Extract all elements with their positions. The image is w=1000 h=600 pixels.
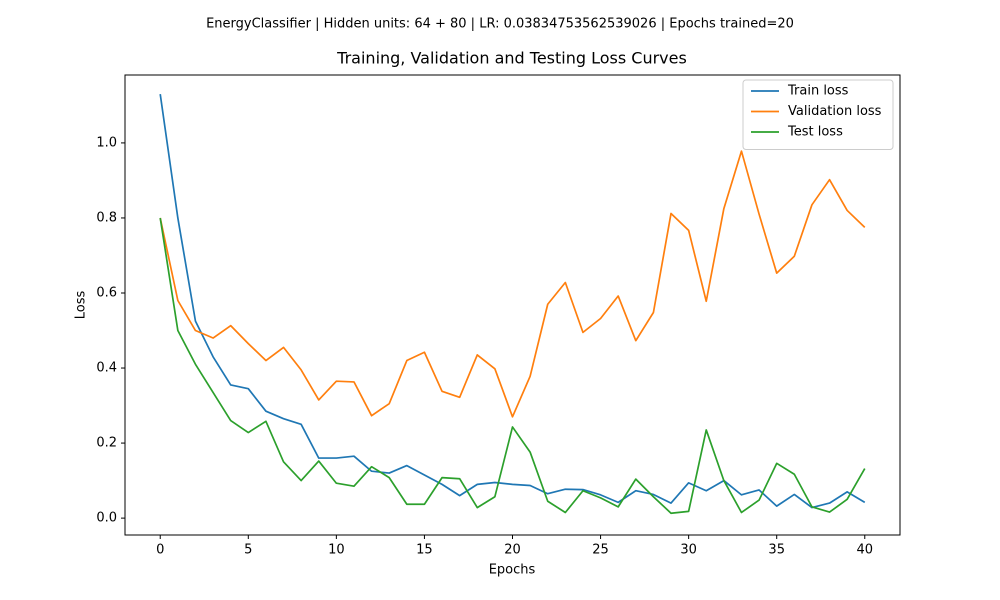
- x-tick-label: 40: [856, 543, 873, 558]
- loss-line: [159, 94, 866, 509]
- x-axis-label: Epochs: [489, 563, 536, 578]
- x-tick-label: 5: [244, 543, 252, 558]
- x-tick-label: 20: [504, 543, 521, 558]
- x-tick-label: 0: [156, 543, 164, 558]
- chart-title: Training, Validation and Testing Loss Cu…: [336, 49, 687, 68]
- x-tick-label: 35: [768, 543, 785, 558]
- y-tick-label: 0.4: [96, 361, 117, 376]
- legend-label: Test loss: [787, 125, 843, 140]
- loss-line: [159, 217, 866, 515]
- x-tick-label: 10: [328, 543, 345, 558]
- legend-label: Validation loss: [788, 104, 882, 119]
- y-tick-label: 0.8: [96, 210, 117, 225]
- y-tick-label: 1.0: [96, 135, 117, 150]
- loss-line: [159, 150, 866, 418]
- legend-box: [742, 79, 894, 150]
- y-axis-label: Loss: [74, 291, 89, 320]
- y-tick-label: 0.2: [96, 436, 117, 451]
- plot-frame: [124, 74, 901, 536]
- y-tick-label: 0.0: [96, 511, 117, 526]
- suptitle: EnergyClassifier | Hidden units: 64 + 80…: [206, 17, 794, 32]
- x-tick-label: 15: [416, 543, 433, 558]
- x-tick-label: 30: [680, 543, 697, 558]
- legend-label: Train loss: [787, 84, 849, 99]
- x-tick-label: 25: [592, 543, 609, 558]
- y-tick-label: 0.6: [96, 285, 117, 300]
